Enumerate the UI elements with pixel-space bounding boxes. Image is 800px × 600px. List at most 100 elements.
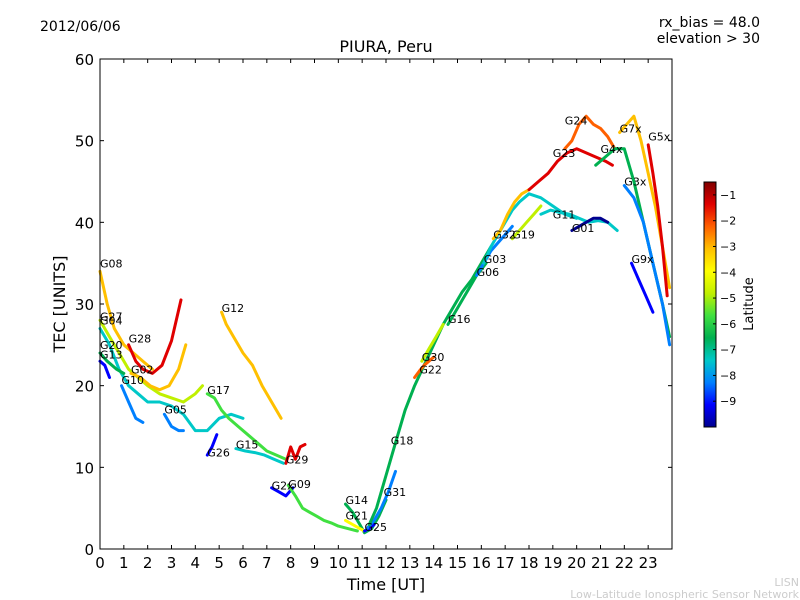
y-tick-label: 50 xyxy=(75,133,94,151)
colorbar: −1 −2 −3 −4 −5 −6 −7 −8 −9 Latitude xyxy=(703,181,757,428)
x-tick-label: 20 xyxy=(567,554,586,572)
x-tick-label: 7 xyxy=(262,554,272,572)
series-label-g9x: G9x xyxy=(632,253,655,266)
series-label-g11: G11 xyxy=(553,208,576,221)
colorbar-bar xyxy=(703,181,717,428)
series-line-g17 xyxy=(205,392,288,461)
colorbar-label: Latitude xyxy=(742,277,757,331)
series-label-g09: G09 xyxy=(288,478,311,491)
series-label-g2x: G2x xyxy=(272,479,295,492)
series-label-g5x: G5x xyxy=(648,131,671,144)
x-tick-label: 18 xyxy=(519,554,538,572)
x-tick-label: 9 xyxy=(310,554,320,572)
series-line-g10 xyxy=(120,384,145,424)
colorbar-tick-label: −1 xyxy=(720,189,736,202)
x-axis-label: Time [UT] xyxy=(346,575,425,594)
series-line-g02 xyxy=(129,343,188,392)
series-line-g01 xyxy=(570,216,610,232)
plot-background xyxy=(100,59,672,549)
series-label-g06: G06 xyxy=(477,266,500,279)
series-line-g03 xyxy=(482,192,579,265)
series-label-g17: G17 xyxy=(207,384,230,397)
y-axis-ticks: 0 10 20 30 40 50 60 xyxy=(75,51,672,559)
series-label-g21: G21 xyxy=(346,510,369,523)
colorbar-tick-label: −8 xyxy=(720,369,736,382)
y-tick-label: 0 xyxy=(84,541,94,559)
x-tick-label: 2 xyxy=(143,554,153,572)
date-label: 2012/06/06 xyxy=(40,19,121,35)
series-label-g22: G22 xyxy=(419,363,442,376)
series-layer xyxy=(98,114,672,535)
series-line-g13 xyxy=(98,359,111,379)
series-label-g7x: G7x xyxy=(620,123,643,136)
colorbar-tick-label: −4 xyxy=(720,266,736,279)
series-label-g04: G04 xyxy=(100,314,123,327)
colorbar-tick-label: −3 xyxy=(720,240,736,253)
series-line-g23 xyxy=(527,147,614,192)
colorbar-tick-label: −7 xyxy=(720,344,736,357)
series-label-g13: G13 xyxy=(100,349,123,362)
x-tick-label: 0 xyxy=(95,554,105,572)
series-line-g29 xyxy=(284,443,307,465)
x-tick-label: 10 xyxy=(329,554,348,572)
y-tick-label: 30 xyxy=(75,296,94,314)
series-label-g16: G16 xyxy=(448,313,471,326)
series-line-g28 xyxy=(127,298,183,375)
series-label-g30: G30 xyxy=(422,351,445,364)
series-line-g9x xyxy=(630,261,655,314)
colorbar-ticks: −1 −2 −3 −4 −5 −6 −7 −8 −9 xyxy=(713,189,736,408)
colorbar-tick-label: −2 xyxy=(720,215,736,228)
series-line-g5x xyxy=(646,143,669,298)
series-line-g26 xyxy=(205,433,219,457)
series-label-g24: G24 xyxy=(565,114,588,127)
x-tick-label: 19 xyxy=(543,554,562,572)
series-label-g31: G31 xyxy=(384,486,407,499)
footer-brand: LISN xyxy=(774,576,799,589)
series-label-g25: G25 xyxy=(365,521,388,534)
series-label-g19: G19 xyxy=(512,229,535,242)
series-label-g03: G03 xyxy=(484,253,507,266)
series-line-g14 xyxy=(344,498,388,535)
y-tick-label: 40 xyxy=(75,214,94,232)
series-label-g32: G32 xyxy=(493,229,516,242)
series-line-g22 xyxy=(413,355,436,379)
x-tick-label: 22 xyxy=(615,554,634,572)
x-tick-label: 1 xyxy=(119,554,129,572)
x-tick-label: 8 xyxy=(286,554,296,572)
series-line-g25 xyxy=(363,523,376,533)
series-label-g15: G15 xyxy=(236,439,259,452)
series-label-g27: G27 xyxy=(100,310,123,323)
x-tick-label: 14 xyxy=(424,554,443,572)
series-line-g18 xyxy=(367,245,493,526)
series-line-g05 xyxy=(162,412,185,433)
x-tick-label: 12 xyxy=(376,554,395,572)
y-tick-label: 60 xyxy=(75,51,94,69)
series-line-g27 xyxy=(98,318,204,404)
series-line-g30 xyxy=(420,322,445,363)
series-label-g05: G05 xyxy=(164,403,187,416)
colorbar-tick-label: −5 xyxy=(720,292,736,305)
series-line-g31 xyxy=(365,469,397,531)
elevation-label: elevation > 30 xyxy=(657,31,760,47)
series-label-g3x: G3x xyxy=(624,176,647,189)
x-tick-label: 11 xyxy=(353,554,372,572)
series-line-g32 xyxy=(491,188,531,241)
series-label-g20: G20 xyxy=(100,339,123,352)
series-line-g24 xyxy=(563,114,617,151)
series-label-g14: G14 xyxy=(346,494,369,507)
series-label-g26: G26 xyxy=(207,447,230,460)
series-line-g2x xyxy=(270,486,295,498)
series-label-g23: G23 xyxy=(553,147,576,160)
series-line-g3x xyxy=(622,184,672,347)
x-tick-label: 17 xyxy=(496,554,515,572)
x-axis-ticks: 0 1 2 3 4 5 6 7 8 9 10 11 12 13 14 15 16 17 18 19 20 21 22 23 xyxy=(95,59,658,572)
series-label-g02: G02 xyxy=(131,363,154,376)
x-tick-label: 16 xyxy=(472,554,491,572)
series-line-g06 xyxy=(475,224,514,277)
x-tick-label: 6 xyxy=(238,554,248,572)
x-tick-label: 3 xyxy=(167,554,177,572)
series-line-g12 xyxy=(220,310,283,420)
series-label-g18: G18 xyxy=(391,435,414,448)
